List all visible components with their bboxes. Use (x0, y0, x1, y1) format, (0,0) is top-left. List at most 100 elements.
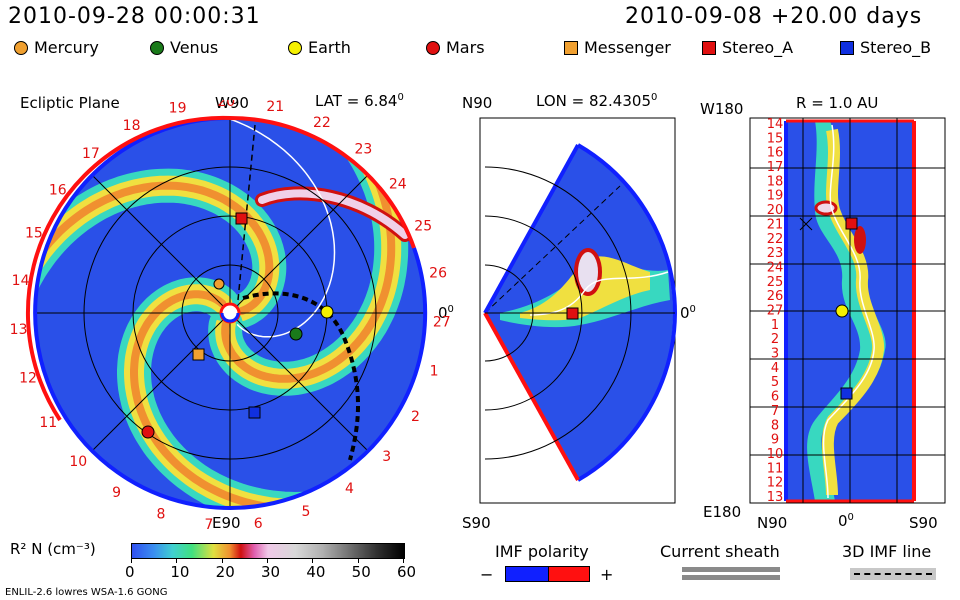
radial-y-label: 21 (767, 217, 784, 232)
lat-sup: 0 (397, 92, 404, 103)
meridional-plot (479, 117, 677, 504)
colorbar-tick (221, 558, 223, 563)
legend-stereo-a: Stereo_A (702, 38, 793, 57)
carrington-number: 20 (217, 100, 235, 110)
earth-marker-icon (288, 40, 302, 55)
stereo-b-marker (248, 406, 261, 419)
meridional-bottom-label: S90 (462, 514, 491, 532)
carrington-number: 15 (25, 225, 43, 241)
ecliptic-top-label: W90 (215, 94, 249, 112)
radial-y-label: 13 (767, 490, 784, 505)
colorbar-tick (312, 558, 314, 563)
meridional-ring-blue (576, 143, 677, 314)
legend-label: Venus (170, 38, 219, 57)
colorbar-tick-label: 40 (306, 563, 326, 581)
imf-plus-label: + (600, 565, 614, 584)
right-sup: 0 (447, 304, 454, 315)
meridional-ring-blue-lower (576, 312, 677, 482)
ecliptic-dense-core (258, 189, 409, 239)
radial-dense-region-2 (854, 226, 866, 254)
meridional-right-sup: 0 (689, 304, 696, 315)
venus-marker (289, 327, 303, 341)
legend-label: Mercury (34, 38, 99, 57)
imf-line-ecliptic (242, 291, 360, 461)
radial-y-label: 17 (767, 160, 784, 175)
radial-y-label: 14 (767, 117, 784, 132)
carrington-number: 7 (205, 517, 214, 530)
colorbar-tick-label: 50 (351, 563, 371, 581)
colorbar-tick-labels: 0 10 20 30 40 50 60 (120, 563, 420, 583)
ecliptic-density-arm (130, 290, 349, 508)
ecliptic-title: Ecliptic Plane (20, 94, 120, 112)
radial-y-label: 16 (767, 146, 784, 161)
legend-label: Mars (446, 38, 485, 57)
messenger-marker-icon (564, 40, 578, 55)
meridional-edge-bottom (483, 312, 580, 481)
carrington-number: 23 (354, 141, 372, 157)
radial-x-label-0: 00 (838, 512, 854, 530)
carrington-number: 2 (411, 409, 420, 425)
radial-top-left-label: W180 (700, 100, 744, 118)
legend-label: Stereo_A (722, 38, 794, 57)
radial-y-label: 10 (767, 447, 784, 462)
radial-plot: 1415161718192021222324252627123456789101… (749, 117, 946, 505)
radial-sheath-line (822, 124, 875, 499)
radial-y-label: 4 (771, 361, 779, 376)
legend-label: Stereo_B (860, 38, 932, 57)
carrington-labels: 19 20 212223242526271234567891011121314151… (10, 100, 451, 530)
carrington-number: 11 (39, 415, 57, 431)
colorbar-tick (131, 558, 132, 563)
carrington-number: 16 (49, 182, 67, 198)
carrington-number: 10 (69, 454, 87, 470)
imf-minus-label: − (480, 565, 494, 584)
current-sheath-swatch-1 (682, 567, 780, 572)
stereo-a-marker-meridional (566, 307, 579, 320)
ecliptic-lat-label: LAT = 6.840 (315, 92, 404, 110)
carrington-number: 12 (19, 370, 37, 386)
radial-y-label: 6 (771, 390, 779, 405)
radial-y-label: 25 (767, 275, 784, 290)
radial-x-label-n90: N90 (757, 514, 788, 532)
colorbar-tick-label: 0 (125, 563, 135, 581)
colorbar-gradient (131, 543, 405, 559)
messenger-marker (192, 348, 205, 361)
radial-band-yellow (821, 128, 885, 496)
carrington-number: 14 (12, 273, 30, 289)
ecliptic-density-arm (35, 181, 274, 324)
colorbar-label: R² N (cm⁻³) (10, 540, 96, 558)
mercury-marker (213, 278, 225, 290)
model-info: ENLIL-2.6 lowres WSA-1.6 GONG (5, 587, 168, 598)
carrington-number: 24 (389, 177, 407, 193)
legend-label: Messenger (584, 38, 671, 57)
carrington-number: 21 (266, 100, 284, 115)
legend-earth: Earth (288, 38, 351, 57)
radial-y-label: 7 (771, 404, 779, 419)
lon-value: LON = 82.4305 (536, 92, 651, 110)
colorbar-tick-label: 60 (397, 563, 417, 581)
carrington-number: 6 (254, 516, 263, 530)
stereo-a-marker-icon (702, 40, 716, 55)
stereo-a-marker (235, 212, 248, 225)
legend-label: Earth (308, 38, 351, 57)
carrington-number: 9 (112, 485, 121, 501)
right-value: 0 (438, 304, 448, 322)
run-label: 2010-09-08 +20.00 days (625, 4, 923, 29)
radial-y-label: 2 (771, 332, 779, 347)
carrington-number: 22 (313, 115, 331, 131)
current-sheath-swatch-2 (682, 575, 780, 580)
carrington-number: 3 (382, 449, 391, 465)
carrington-number: 8 (156, 506, 165, 522)
ecliptic-ring-blue (33, 116, 428, 510)
radial-x-label-s90: S90 (909, 514, 938, 532)
radial-x-sup: 0 (847, 512, 854, 523)
radial-y-label: 26 (767, 289, 784, 304)
radial-bottom-left-label: E180 (703, 503, 742, 521)
radial-y-labels: 1415161718192021222324252627123456789101… (767, 117, 784, 505)
imf-polarity-label: IMF polarity (495, 542, 589, 561)
imf-line-label: 3D IMF line (842, 542, 932, 561)
ecliptic-right-label: 00 (438, 304, 454, 322)
ecliptic-ring-red-left (25, 115, 231, 422)
carrington-number: 26 (429, 266, 447, 282)
meridional-right-value: 0 (680, 304, 690, 322)
radial-y-label: 20 (767, 203, 784, 218)
